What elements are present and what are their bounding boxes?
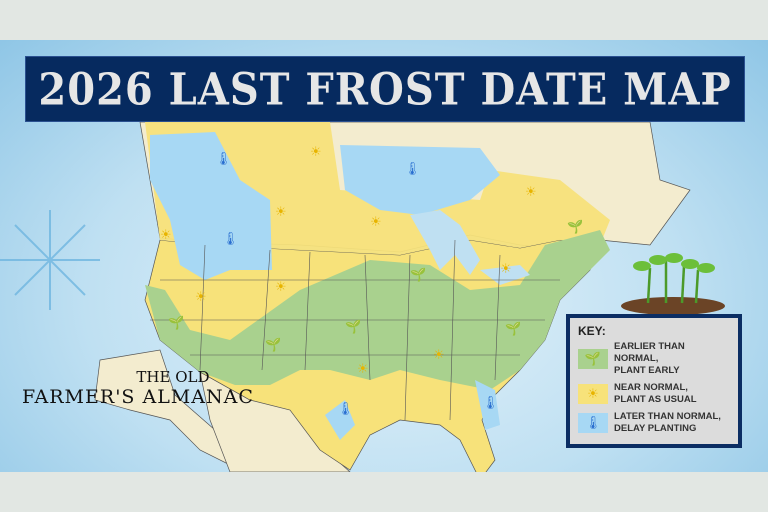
zone-earlier-than-normal <box>145 230 610 390</box>
key-label: EARLIER THAN NORMAL, <box>614 341 685 364</box>
sprout-icon: 🌱 <box>168 316 185 331</box>
map-key: KEY: 🌱 EARLIER THAN NORMAL, PLANT EARLY ☀… <box>566 314 742 448</box>
sprout-icon: 🌱 <box>567 220 584 235</box>
sun-icon: ☀ <box>160 228 172 243</box>
sun-icon: ☀ <box>525 185 537 200</box>
sprout-icon: 🌱 <box>345 320 362 335</box>
alaska-land <box>94 349 241 471</box>
key-title: KEY: <box>578 324 606 338</box>
key-sublabel: PLANT EARLY <box>614 365 680 376</box>
sun-icon: ☀ <box>275 280 287 295</box>
sun-icon: ☀ <box>500 262 512 277</box>
thermometer-icon: 🌡 <box>482 396 499 411</box>
zone-later-florida <box>475 380 500 430</box>
sun-icon: ☀ <box>357 362 369 377</box>
zone-later-texas <box>325 400 355 440</box>
snowflake-icon <box>0 210 100 310</box>
sun-icon: ☀ <box>578 384 608 404</box>
thermometer-icon: 🌡 <box>404 162 421 177</box>
sun-icon: ☀ <box>433 348 445 363</box>
map-frame: ☀ ☀ ☀ ☀ ☀ ☀ ☀ ☀ ☀ ☀ 🌡 🌡 🌡 🌡 🌡 🌱 🌱 🌱 🌱 🌱 … <box>0 40 768 472</box>
sun-icon: ☀ <box>370 215 382 230</box>
almanac-logo: THE OLD FARMER'S ALMANAC <box>22 368 254 408</box>
thermometer-icon: 🌡 <box>222 232 239 247</box>
thermometer-icon: 🌡 <box>215 152 232 167</box>
zone-later-north <box>340 145 500 215</box>
sprout-icon: 🌱 <box>578 349 608 369</box>
sun-icon: ☀ <box>275 205 287 220</box>
logo-line-1: THE OLD <box>136 368 210 386</box>
key-sublabel: DELAY PLANTING <box>614 423 697 434</box>
key-item-later: 🌡 LATER THAN NORMAL, DELAY PLANTING <box>578 411 730 435</box>
sun-icon: ☀ <box>310 145 322 160</box>
thermometer-icon: 🌡 <box>578 413 608 433</box>
title-banner: 2026 LAST FROST DATE MAP <box>25 56 745 122</box>
logo-line-2: FARMER'S ALMANAC <box>22 386 254 408</box>
key-item-normal: ☀ NEAR NORMAL, PLANT AS USUAL <box>578 382 730 406</box>
key-item-earlier: 🌱 EARLIER THAN NORMAL, PLANT EARLY <box>578 341 730 377</box>
seedlings-illustration <box>621 253 725 315</box>
key-label: LATER THAN NORMAL, <box>614 411 721 422</box>
sun-icon: ☀ <box>195 290 207 305</box>
key-label: NEAR NORMAL, <box>614 382 688 393</box>
great-lakes <box>410 210 530 285</box>
sprout-icon: 🌱 <box>265 338 282 353</box>
frost-map <box>0 121 691 472</box>
zone-later-pnw <box>150 132 272 280</box>
sprout-icon: 🌱 <box>410 268 427 283</box>
page-title: 2026 LAST FROST DATE MAP <box>38 63 732 115</box>
sprout-icon: 🌱 <box>505 322 522 337</box>
state-borders <box>150 239 560 421</box>
thermometer-icon: 🌡 <box>337 402 354 417</box>
key-sublabel: PLANT AS USUAL <box>614 394 697 405</box>
